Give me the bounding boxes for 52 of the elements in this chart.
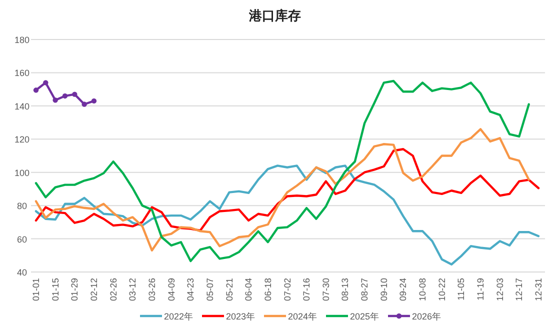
x-tick-label: 07-16 xyxy=(302,278,312,302)
x-tick-label: 01-15 xyxy=(50,278,60,302)
x-tick-label: 02-12 xyxy=(88,278,99,302)
legend-label: 2023年 xyxy=(226,312,256,322)
chart-title: 港口库存 xyxy=(248,8,301,23)
point xyxy=(82,102,87,107)
x-tick-label: 01-01 xyxy=(31,278,41,302)
x-tick-label: 11-05 xyxy=(456,278,466,300)
x-tick-label: 07-02 xyxy=(282,278,292,302)
point xyxy=(62,93,68,99)
y-tick-label: 60 xyxy=(16,234,28,244)
y-tick-label: 100 xyxy=(14,168,30,178)
x-tick-label: 04-23 xyxy=(186,278,196,302)
point xyxy=(33,88,39,93)
legend-label: 2022年 xyxy=(164,312,194,322)
x-tick-label: 12-17 xyxy=(514,278,524,302)
y-tick-label: 80 xyxy=(16,201,28,212)
x-tick-label: 09-24 xyxy=(398,278,408,302)
line-series xyxy=(34,148,540,232)
x-tick-label: 10-22 xyxy=(436,278,447,302)
point xyxy=(91,98,97,104)
x-tick-label: 04-09 xyxy=(166,278,176,302)
x-tick-label: 11-19 xyxy=(476,278,486,300)
x-tick-label: 08-27 xyxy=(360,278,370,302)
legend-label: 2024年 xyxy=(288,312,318,322)
x-tick-label: 06-04 xyxy=(244,278,254,302)
line-series xyxy=(34,128,530,252)
x-tick-label: 03-26 xyxy=(146,278,157,302)
x-tick-label: 02-26 xyxy=(108,278,118,302)
x-tick-label: 10-08 xyxy=(418,278,428,302)
x-tick-label: 01-29 xyxy=(70,278,80,302)
x-tick-label: 07-30 xyxy=(320,278,331,302)
x-tick-label: 05-07 xyxy=(204,278,215,302)
x-tick-label: 12-31 xyxy=(534,278,544,302)
legend-label: 2026年 xyxy=(412,312,442,322)
point xyxy=(43,80,48,86)
y-tick-label: 140 xyxy=(14,101,30,112)
x-tick-label: 05-21 xyxy=(224,278,234,302)
line-series xyxy=(34,164,540,266)
x-tick-label: 06-18 xyxy=(262,278,273,302)
x-tick-label: 09-10 xyxy=(378,278,389,302)
point xyxy=(72,92,78,97)
x-tick-label: 08-13 xyxy=(340,278,350,302)
point xyxy=(52,98,58,103)
y-tick-label: 180 xyxy=(14,35,30,45)
y-tick-label: 160 xyxy=(14,68,30,78)
x-tick-label: 03-12 xyxy=(128,278,138,302)
legend-label: 2025年 xyxy=(350,312,380,322)
y-tick-label: 120 xyxy=(14,134,30,145)
x-tick-label: 12-03 xyxy=(494,278,505,302)
y-tick-label: 40 xyxy=(16,268,28,278)
line-series xyxy=(34,80,530,262)
